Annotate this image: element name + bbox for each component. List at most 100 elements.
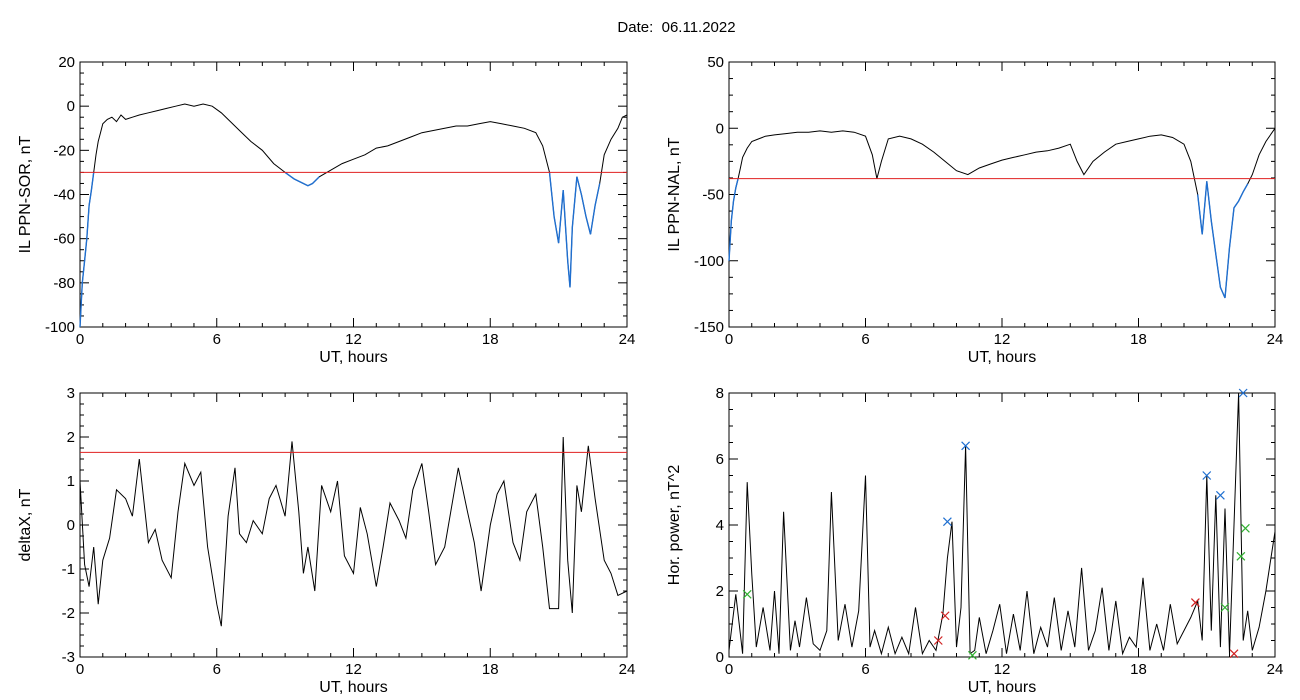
- marker-stroke: [1238, 388, 1248, 398]
- x-tick-label: 24: [1267, 331, 1284, 348]
- x-tick-label: 24: [619, 331, 636, 348]
- y-tick-label: -60: [53, 231, 75, 248]
- x-tick-label: 0: [725, 331, 733, 348]
- x-tick-label: 6: [861, 331, 869, 348]
- y-axis-label: deltaX, nT: [17, 488, 34, 561]
- x-tick-label: 0: [76, 661, 84, 678]
- y-tick-label: 0: [67, 98, 75, 115]
- plot-frame: [79, 61, 628, 328]
- marker-stroke: [1241, 523, 1250, 533]
- marker-green: [1241, 523, 1250, 533]
- x-tick-label: 24: [1267, 661, 1284, 678]
- marker-blue: [1215, 490, 1225, 500]
- marker-red: [933, 636, 943, 645]
- marker-stroke: [1229, 649, 1239, 659]
- date-value: 06.11.2022: [661, 19, 736, 36]
- y-tick-label: 2: [716, 583, 724, 600]
- x-axis-label: UT, hours: [968, 679, 1036, 696]
- series-below-threshold: [728, 178, 739, 261]
- marker-stroke: [1190, 598, 1200, 607]
- marker-stroke: [742, 589, 752, 599]
- marker-stroke: [1220, 603, 1230, 612]
- y-axis-label: IL PPN-NAL, nT: [666, 137, 683, 251]
- x-tick-label: 18: [482, 661, 499, 678]
- series-below-threshold: [284, 171, 320, 187]
- series-below-threshold: [1197, 181, 1249, 299]
- marker-blue: [961, 441, 971, 451]
- y-tick-label: 0: [716, 120, 724, 137]
- x-tick-label: 12: [994, 331, 1011, 348]
- y-tick-label: 20: [58, 54, 75, 71]
- y-tick-label: 50: [707, 54, 724, 71]
- x-axis-label: UT, hours: [319, 679, 387, 696]
- x-tick-label: 6: [213, 661, 221, 678]
- y-axis-label: Hor. power, nT^2: [666, 465, 683, 586]
- y-tick-label: -100: [45, 319, 75, 336]
- y-tick-label: -80: [53, 275, 75, 292]
- x-tick-label: 6: [213, 331, 221, 348]
- x-tick-label: 12: [994, 661, 1011, 678]
- date-label: Date:: [617, 19, 654, 36]
- y-tick-label: 0: [716, 649, 724, 666]
- panel-nal: 0 6 12 18 24 -150 -100 -50 0 50 UT, hours IL PPN-NA…: [666, 54, 1283, 366]
- marker-stroke: [1202, 471, 1212, 480]
- y-tick-label: 1: [67, 473, 75, 490]
- y-tick-label: -150: [694, 319, 724, 336]
- y-tick-label: -2: [62, 605, 75, 622]
- marker-stroke: [1215, 490, 1225, 500]
- y-tick-label: -3: [62, 649, 75, 666]
- marker-green: [968, 650, 977, 660]
- marker-stroke: [942, 517, 952, 527]
- x-tick-label: 18: [482, 331, 499, 348]
- marker-green: [742, 589, 752, 599]
- marker-green: [1220, 603, 1230, 612]
- marker-red: [1190, 598, 1200, 607]
- x-tick-label: 6: [861, 661, 869, 678]
- y-tick-label: -100: [694, 253, 724, 270]
- marker-green: [1236, 551, 1246, 561]
- y-tick-label: -40: [53, 187, 75, 204]
- marker-stroke: [961, 441, 971, 451]
- y-tick-label: 6: [716, 451, 724, 468]
- series-below-threshold: [548, 172, 601, 288]
- marker-red: [940, 611, 950, 621]
- marker-stroke: [940, 611, 950, 621]
- x-tick-label: 18: [1130, 661, 1147, 678]
- marker-blue: [1238, 388, 1248, 398]
- marker-stroke: [1236, 551, 1246, 561]
- x-axis-label: UT, hours: [968, 349, 1036, 366]
- date-title: Date: 06.11.2022: [0, 19, 1300, 36]
- marker-blue: [1202, 471, 1212, 480]
- series-below-threshold: [79, 172, 95, 328]
- y-tick-label: 2: [67, 429, 75, 446]
- series-line-sor: [79, 103, 628, 328]
- plot-frame: [79, 392, 628, 658]
- x-tick-label: 24: [619, 661, 636, 678]
- y-tick-label: 0: [67, 517, 75, 534]
- series-line-hpower: [728, 392, 1276, 656]
- y-tick-label: 8: [716, 385, 724, 402]
- x-tick-label: 0: [725, 661, 733, 678]
- x-tick-label: 12: [345, 331, 362, 348]
- y-tick-label: -1: [62, 561, 75, 578]
- y-axis-label: IL PPN-SOR, nT: [17, 135, 34, 253]
- plot-frame: [728, 61, 1276, 328]
- x-tick-label: 18: [1130, 331, 1147, 348]
- series-line-deltax: [79, 436, 628, 627]
- marker-blue: [942, 517, 952, 527]
- x-tick-label: 12: [345, 661, 362, 678]
- series-line-nal: [728, 128, 1276, 299]
- y-tick-label: 3: [67, 385, 75, 402]
- y-tick-label: -20: [53, 142, 75, 159]
- marker-red: [1229, 649, 1239, 659]
- x-axis-label: UT, hours: [319, 349, 387, 366]
- y-tick-label: -50: [702, 187, 724, 204]
- x-tick-label: 0: [76, 331, 84, 348]
- panel-sor: 0 6 12 18 24 -100 -80 -60 -40 -20 0 20 UT, hours IL P…: [17, 54, 635, 366]
- marker-stroke: [968, 650, 977, 660]
- marker-stroke: [933, 636, 943, 645]
- y-tick-label: 4: [716, 517, 724, 534]
